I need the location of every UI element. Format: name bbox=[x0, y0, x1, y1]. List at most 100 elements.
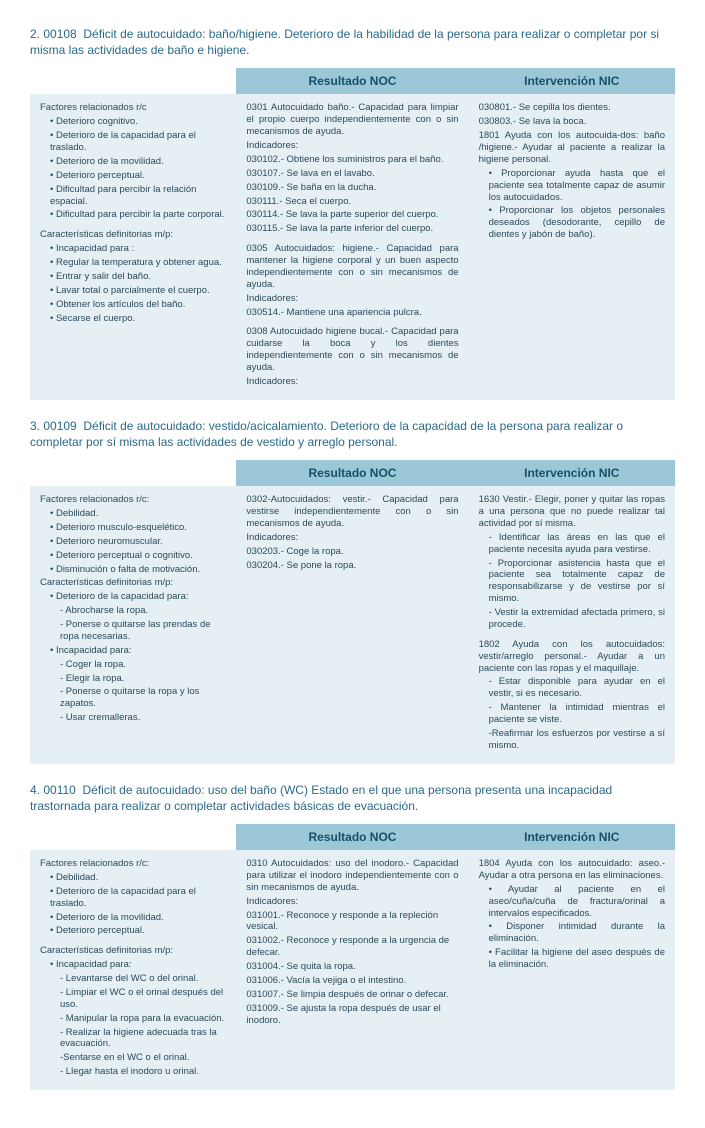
item: 031002.- Reconoce y responde a la urgenc… bbox=[246, 935, 458, 959]
item: • Obtener los artículos del baño. bbox=[40, 299, 226, 311]
item: • Deterioro neuromuscular. bbox=[40, 536, 226, 548]
item: • Deterioro de la capacidad para el tras… bbox=[40, 130, 226, 154]
table-section-4: Resultado NOC Intervención NIC Factores … bbox=[30, 824, 675, 1090]
item: • Ayudar al paciente en el aseo/cuña/cuñ… bbox=[479, 884, 665, 920]
header-noc-4: Resultado NOC bbox=[236, 824, 468, 850]
label: Características definitorias m/p: bbox=[40, 577, 226, 589]
item: • Secarse el cuerpo. bbox=[40, 313, 226, 325]
label: Características definitorias m/p: bbox=[40, 229, 226, 241]
item: • Deterioro musculo-esquelético. bbox=[40, 522, 226, 534]
item: • Regular la temperatura y obtener agua. bbox=[40, 257, 226, 269]
item: - Levantarse del WC o del orinal. bbox=[40, 973, 226, 985]
item: - Proporcionar asistencia hasta que el p… bbox=[479, 558, 665, 606]
label: Características definitorias m/p: bbox=[40, 945, 226, 957]
section-4-text: Déficit de autocuidado: uso del baño (WC… bbox=[30, 783, 612, 813]
label: Indicadores: bbox=[246, 140, 458, 152]
item: • Incapacidad para : bbox=[40, 243, 226, 255]
cell-2-nic: 030801.- Se cepilla los dientes. 030803.… bbox=[469, 94, 675, 399]
item: - Realizar la higiene adecuada tras la e… bbox=[40, 1027, 226, 1051]
label: Indicadores: bbox=[246, 896, 458, 908]
item: 031006.- Vacía la vejiga o el intestino. bbox=[246, 975, 458, 987]
item: -Sentarse en el WC o el orinal. bbox=[40, 1052, 226, 1064]
item: • Deterioro de la capacidad para el tras… bbox=[40, 886, 226, 910]
label: Indicadores: bbox=[246, 532, 458, 544]
label: Factores relacionados r/c bbox=[40, 102, 226, 114]
item: 030204.- Se pone la ropa. bbox=[246, 560, 458, 572]
cell-3-nic: 1630 Vestir.- Elegir, poner y quitar las… bbox=[469, 486, 675, 764]
item: 031004.- Se quita la ropa. bbox=[246, 961, 458, 973]
noc-title: 0310 Autocuidados: uso del inodoro.- Cap… bbox=[246, 858, 458, 894]
section-4-title: 4. 00110 Déficit de autocuidado: uso del… bbox=[30, 782, 675, 814]
cell-4-factors: Factores relacionados r/c: • Debilidad. … bbox=[30, 850, 236, 1090]
item: 031007.- Se limpia después de orinar o d… bbox=[246, 989, 458, 1001]
cell-3-noc: 0302-Autocuidados: vestir.- Capacidad pa… bbox=[236, 486, 468, 764]
item: - Estar disponible para ayudar en el ves… bbox=[479, 676, 665, 700]
item: - Manipular la ropa para la evacuación. bbox=[40, 1013, 226, 1025]
section-3-title: 3. 00109 Déficit de autocuidado: vestido… bbox=[30, 418, 675, 450]
item: • Proporcionar ayuda hasta que el pacien… bbox=[479, 168, 665, 204]
header-nic-3: Intervención NIC bbox=[469, 460, 675, 486]
section-2-text: Déficit de autocuidado: baño/higiene. De… bbox=[30, 27, 659, 57]
item: - Coger la ropa. bbox=[40, 659, 226, 671]
item: • Entrar y salir del baño. bbox=[40, 271, 226, 283]
table-section-2: Resultado NOC Intervención NIC Factores … bbox=[30, 68, 675, 399]
item: 030801.- Se cepilla los dientes. bbox=[479, 102, 665, 114]
item: 030114.- Se lava la parte superior del c… bbox=[246, 209, 458, 221]
header-nic-2: Intervención NIC bbox=[469, 68, 675, 94]
section-2-title: 2. 00108 Déficit de autocuidado: baño/hi… bbox=[30, 26, 675, 58]
item: 030111.- Seca el cuerpo. bbox=[246, 196, 458, 208]
item: - Usar cremalleras. bbox=[40, 712, 226, 724]
noc-title: 0301 Autocuidado baño.- Capacidad para l… bbox=[246, 102, 458, 138]
header-noc-3: Resultado NOC bbox=[236, 460, 468, 486]
item: • Debilidad. bbox=[40, 872, 226, 884]
label: Indicadores: bbox=[246, 376, 458, 388]
item: • Facilitar la higiene del aseo después … bbox=[479, 947, 665, 971]
nic-title: 1630 Vestir.- Elegir, poner y quitar las… bbox=[479, 494, 665, 530]
item: • Deterioro de la movilidad. bbox=[40, 912, 226, 924]
header-blank-4 bbox=[30, 824, 236, 850]
item: • Incapacidad para: bbox=[40, 645, 226, 657]
item: • Deterioro de la movilidad. bbox=[40, 156, 226, 168]
item: • Dificultad para percibir la relación e… bbox=[40, 184, 226, 208]
item: • Deterioro perceptual. bbox=[40, 925, 226, 937]
item: 031009.- Se ajusta la ropa después de us… bbox=[246, 1003, 458, 1027]
item: 030803.- Se lava la boca. bbox=[479, 116, 665, 128]
label: Indicadores: bbox=[246, 293, 458, 305]
item: 031001.- Reconoce y responde a la replec… bbox=[246, 910, 458, 934]
nic-title: 1801 Ayuda con los autocuida-dos: baño /… bbox=[479, 130, 665, 166]
item: • Disminución o falta de motivación. bbox=[40, 564, 226, 576]
item: 030203.- Coge la ropa. bbox=[246, 546, 458, 558]
section-3-text: Déficit de autocuidado: vestido/acicalam… bbox=[30, 419, 623, 449]
item: - Ponerse o quitarse la ropa y los zapat… bbox=[40, 686, 226, 710]
item: 030115.- Se lava la parte inferior del c… bbox=[246, 223, 458, 235]
item: - Llegar hasta el inodoro u orinal. bbox=[40, 1066, 226, 1078]
item: • Dificultad para percibir la parte corp… bbox=[40, 209, 226, 221]
cell-4-nic: 1804 Ayuda con los autocuidado: aseo.- A… bbox=[469, 850, 675, 1090]
item: • Deterioro perceptual o cognitivo. bbox=[40, 550, 226, 562]
item: 030514.- Mantiene una apariencia pulcra. bbox=[246, 307, 458, 319]
item: • Deterioro perceptual. bbox=[40, 170, 226, 182]
nic-title: 1802 Ayuda con los autocuidados: vestir/… bbox=[479, 639, 665, 675]
item: • Disponer intimidad durante la eliminac… bbox=[479, 921, 665, 945]
cell-2-noc: 0301 Autocuidado baño.- Capacidad para l… bbox=[236, 94, 468, 399]
item: • Incapacidad para: bbox=[40, 959, 226, 971]
noc-title: 0308 Autocuidado higiene bucal.- Capacid… bbox=[246, 326, 458, 374]
item: • Debilidad. bbox=[40, 508, 226, 520]
header-blank-3 bbox=[30, 460, 236, 486]
section-4-num: 4. 00110 bbox=[30, 783, 76, 797]
label: Factores relacionados r/c: bbox=[40, 494, 226, 506]
item: 030109.- Se baña en la ducha. bbox=[246, 182, 458, 194]
label: Factores relacionados r/c: bbox=[40, 858, 226, 870]
section-3-num: 3. 00109 bbox=[30, 419, 77, 433]
item: • Deterioro de la capacidad para: bbox=[40, 591, 226, 603]
header-noc-2: Resultado NOC bbox=[236, 68, 468, 94]
item: - Ponerse o quitarse las prendas de ropa… bbox=[40, 619, 226, 643]
item: • Proporcionar los objetos personales de… bbox=[479, 205, 665, 241]
noc-title: 0302-Autocuidados: vestir.- Capacidad pa… bbox=[246, 494, 458, 530]
item: -Reafirmar los esfuerzos por vestirse a … bbox=[479, 728, 665, 752]
item: - Elegir la ropa. bbox=[40, 673, 226, 685]
item: - Vestir la extremidad afectada primero,… bbox=[479, 607, 665, 631]
header-blank-2 bbox=[30, 68, 236, 94]
cell-2-factors: Factores relacionados r/c • Deterioro co… bbox=[30, 94, 236, 399]
table-section-3: Resultado NOC Intervención NIC Factores … bbox=[30, 460, 675, 764]
